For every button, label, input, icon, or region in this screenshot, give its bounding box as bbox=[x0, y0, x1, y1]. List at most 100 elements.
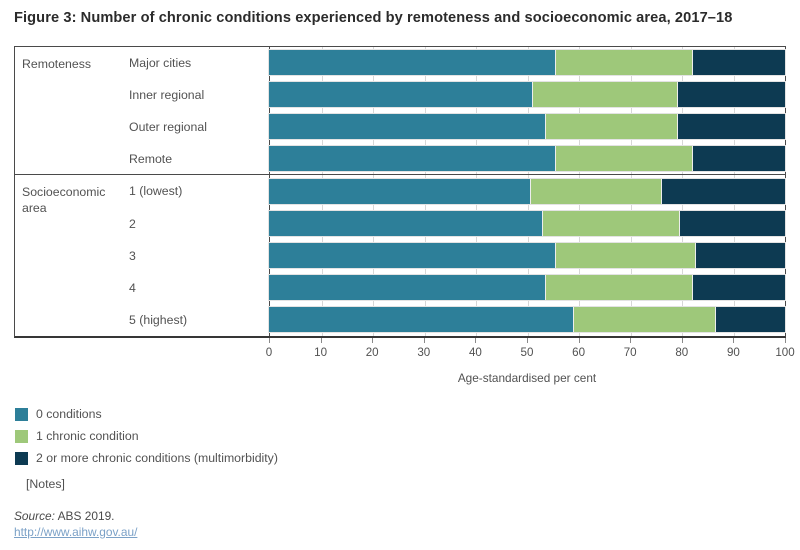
legend-item-0-conditions[interactable]: 0 conditions bbox=[15, 403, 278, 425]
stacked-bar-5-highest bbox=[268, 306, 786, 334]
bar-track bbox=[268, 49, 786, 77]
bar-track bbox=[268, 210, 786, 238]
row-label-5-highest: 5 (highest) bbox=[129, 312, 188, 327]
legend-item-1-chronic-condition[interactable]: 1 chronic condition bbox=[15, 425, 278, 447]
bar-segment-0-conditions[interactable] bbox=[269, 307, 574, 333]
bar-segment-2-or-more-chronic-conditions-multimorbidity[interactable] bbox=[694, 243, 785, 269]
chart-area: Remoteness Major cities Inner regional Oute… bbox=[14, 46, 786, 338]
x-tick-label-50: 50 bbox=[520, 346, 534, 359]
x-tick-10 bbox=[320, 338, 322, 343]
bar-segment-2-or-more-chronic-conditions-multimorbidity[interactable] bbox=[676, 82, 785, 108]
stacked-bar-4 bbox=[268, 274, 786, 302]
bar-segment-0-conditions[interactable] bbox=[269, 178, 530, 204]
aihw-link[interactable]: http://www.aihw.gov.au/ bbox=[14, 525, 138, 539]
stacked-bar-3 bbox=[268, 242, 786, 270]
x-axis-title: Age-standardised per cent bbox=[457, 371, 597, 385]
bar-segment-0-conditions[interactable] bbox=[269, 114, 546, 140]
source-label: Source: bbox=[14, 509, 55, 523]
section-socioeconomic-area: Socioeconomic area 1 (lowest) 2 3 4 5 (highes… bbox=[15, 175, 786, 336]
bar-segment-0-conditions[interactable] bbox=[269, 50, 556, 76]
bar-segment-2-or-more-chronic-conditions-multimorbidity[interactable] bbox=[679, 211, 785, 237]
legend-label-2-or-more-chronic-conditions-multimorbidity: 2 or more chronic conditions (multimorbi… bbox=[36, 451, 278, 465]
source-line: Source: ABS 2019. bbox=[14, 509, 114, 523]
x-axis: 0 10 20 30 40 50 60 70 80 90 100 bbox=[265, 338, 795, 378]
section-rows: Major cities Inner regional Outer regional… bbox=[125, 47, 786, 174]
stacked-bar-inner-regional bbox=[268, 81, 786, 109]
section-label-remoteness: Remoteness bbox=[22, 57, 92, 71]
bar-segment-1-chronic-condition[interactable] bbox=[555, 243, 695, 269]
bar-segment-1-chronic-condition[interactable] bbox=[545, 114, 677, 140]
row-label-2: 2 bbox=[129, 216, 136, 231]
x-tick-label-100: 100 bbox=[775, 346, 795, 359]
legend-item-2-or-more-chronic-conditions-multimorbidity[interactable]: 2 or more chronic conditions (multimorbi… bbox=[15, 447, 278, 469]
section-label-socioeconomic-area: Socioeconomic area bbox=[22, 185, 106, 216]
row-label-1-lowest: 1 (lowest) bbox=[129, 184, 183, 199]
source-text: ABS 2019. bbox=[54, 509, 115, 523]
x-tick-80 bbox=[681, 338, 683, 343]
legend-swatch-0-conditions bbox=[15, 407, 28, 421]
bar-segment-1-chronic-condition[interactable] bbox=[532, 82, 677, 108]
stacked-bar-outer-regional bbox=[268, 113, 786, 141]
bar-segment-2-or-more-chronic-conditions-multimorbidity[interactable] bbox=[692, 275, 785, 301]
x-tick-label-40: 40 bbox=[468, 346, 482, 359]
x-tick-0 bbox=[269, 338, 270, 343]
stacked-bar-major-cities bbox=[268, 49, 786, 77]
bar-segment-1-chronic-condition[interactable] bbox=[542, 211, 680, 237]
legend-swatch-1-chronic-condition bbox=[15, 429, 28, 443]
bar-segment-1-chronic-condition[interactable] bbox=[555, 146, 693, 171]
row-label-outer-regional: Outer regional bbox=[129, 119, 207, 134]
stacked-bar-2 bbox=[268, 210, 786, 238]
row-label-major-cities: Major cities bbox=[129, 55, 192, 70]
bar-track bbox=[268, 113, 786, 141]
notes-link[interactable]: [Notes] bbox=[26, 477, 65, 491]
bar-row-major-cities: Major cities bbox=[125, 47, 786, 79]
x-tick-50 bbox=[527, 338, 528, 343]
bar-segment-1-chronic-condition[interactable] bbox=[545, 275, 693, 301]
x-tick-label-70: 70 bbox=[623, 346, 637, 359]
bar-segment-1-chronic-condition[interactable] bbox=[573, 307, 716, 333]
figure-title: Figure 3: Number of chronic conditions e… bbox=[14, 10, 733, 26]
bar-segment-1-chronic-condition[interactable] bbox=[529, 178, 662, 204]
bar-row-5-highest: 5 (highest) bbox=[125, 304, 786, 336]
bar-row-inner-regional: Inner regional bbox=[125, 79, 786, 111]
x-tick-40 bbox=[475, 338, 477, 343]
legend-swatch-2-or-more-chronic-conditions-multimorbidity bbox=[15, 451, 28, 465]
x-tick-label-20: 20 bbox=[365, 346, 379, 359]
bar-segment-0-conditions[interactable] bbox=[269, 275, 546, 301]
x-tick-label-0: 0 bbox=[265, 346, 273, 359]
x-tick-label-10: 10 bbox=[314, 346, 328, 359]
bar-track bbox=[268, 81, 786, 109]
x-tick-label-80: 80 bbox=[675, 346, 689, 359]
stacked-bar-remote bbox=[268, 145, 786, 172]
x-tick-90 bbox=[733, 338, 735, 343]
bar-row-2: 2 bbox=[125, 208, 786, 240]
bar-track bbox=[268, 145, 786, 172]
x-tick-label-30: 30 bbox=[417, 346, 431, 359]
x-tick-100 bbox=[785, 338, 786, 343]
bar-segment-2-or-more-chronic-conditions-multimorbidity[interactable] bbox=[692, 50, 785, 76]
row-label-4: 4 bbox=[129, 280, 136, 295]
bar-row-3: 3 bbox=[125, 240, 786, 272]
bar-segment-2-or-more-chronic-conditions-multimorbidity[interactable] bbox=[661, 178, 785, 204]
bar-segment-1-chronic-condition[interactable] bbox=[555, 50, 693, 76]
bar-segment-2-or-more-chronic-conditions-multimorbidity[interactable] bbox=[692, 146, 785, 171]
bar-segment-0-conditions[interactable] bbox=[269, 243, 556, 269]
x-tick-label-90: 90 bbox=[726, 346, 740, 359]
legend-label-0-conditions: 0 conditions bbox=[36, 407, 102, 421]
row-label-3: 3 bbox=[129, 248, 136, 263]
bar-segment-0-conditions[interactable] bbox=[269, 146, 556, 171]
bar-segment-2-or-more-chronic-conditions-multimorbidity[interactable] bbox=[715, 307, 785, 333]
x-tick-70 bbox=[630, 338, 632, 343]
bar-row-4: 4 bbox=[125, 272, 786, 304]
row-label-remote: Remote bbox=[129, 151, 173, 166]
stacked-bar-1-lowest bbox=[268, 177, 786, 205]
legend: 0 conditions 1 chronic condition 2 or more… bbox=[15, 403, 278, 469]
section-rows: 1 (lowest) 2 3 4 5 (highest) bbox=[125, 175, 786, 336]
x-tick-label-60: 60 bbox=[572, 346, 586, 359]
x-tick-30 bbox=[423, 338, 425, 343]
bar-segment-0-conditions[interactable] bbox=[269, 82, 533, 108]
x-tick-60 bbox=[578, 338, 580, 343]
bar-segment-2-or-more-chronic-conditions-multimorbidity[interactable] bbox=[676, 114, 785, 140]
bar-segment-0-conditions[interactable] bbox=[269, 211, 543, 237]
